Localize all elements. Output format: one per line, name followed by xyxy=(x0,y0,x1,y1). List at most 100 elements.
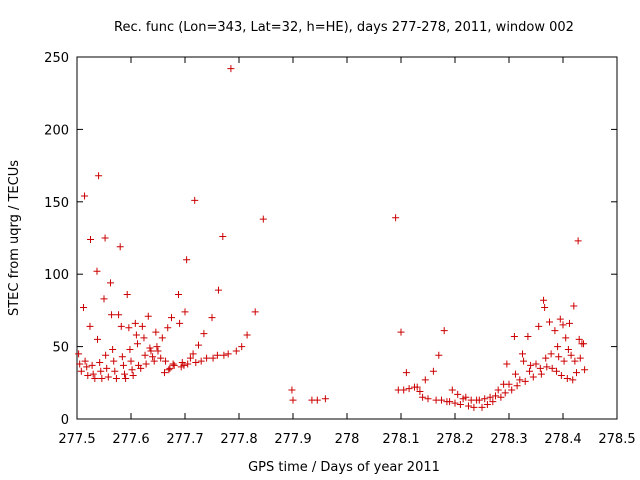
data-point xyxy=(475,396,483,404)
data-point xyxy=(213,351,221,359)
data-point xyxy=(183,256,191,264)
data-point xyxy=(313,396,321,404)
data-point xyxy=(573,369,580,377)
data-point xyxy=(141,351,149,359)
data-point xyxy=(251,308,259,316)
data-point xyxy=(289,396,297,404)
data-point xyxy=(456,401,464,409)
data-point xyxy=(416,387,424,395)
tick-labels: 277.5 277.6 277.7 277.8 277.9 278 278.1 278.2 27… xyxy=(44,51,635,447)
data-point xyxy=(77,367,85,375)
data-point xyxy=(97,367,105,375)
data-point xyxy=(191,196,199,204)
data-point xyxy=(176,319,184,327)
data-point xyxy=(94,335,102,343)
x-tick-label: 278.1 xyxy=(382,432,419,447)
data-point xyxy=(543,363,551,371)
data-point xyxy=(532,360,540,368)
x-tick-label: 277.5 xyxy=(58,432,95,447)
x-tick-label: 278.4 xyxy=(544,432,581,447)
data-point xyxy=(569,376,577,384)
x-axis-label: GPS time / Days of year 2011 xyxy=(248,460,440,475)
data-point xyxy=(540,296,548,304)
data-point xyxy=(521,377,529,385)
data-point xyxy=(76,360,84,368)
data-point xyxy=(392,214,400,222)
data-point xyxy=(483,401,491,409)
data-point xyxy=(400,386,408,394)
data-point xyxy=(127,357,135,365)
x-tick-label: 277.7 xyxy=(166,432,203,447)
data-point xyxy=(503,360,511,368)
data-point xyxy=(486,393,494,401)
data-point xyxy=(505,380,513,388)
data-point xyxy=(118,353,126,361)
data-point xyxy=(165,366,173,374)
data-point xyxy=(413,383,421,391)
data-point xyxy=(511,370,519,378)
data-point xyxy=(189,350,197,358)
data-point xyxy=(224,350,232,358)
data-point xyxy=(100,295,108,303)
data-point xyxy=(462,393,470,401)
data-point xyxy=(492,392,499,400)
data-point xyxy=(89,370,97,378)
data-point xyxy=(542,354,550,362)
data-point xyxy=(501,389,509,397)
x-tick-label: 278.2 xyxy=(436,432,473,447)
data-point xyxy=(214,286,222,294)
data-point xyxy=(158,334,166,342)
data-point xyxy=(556,315,564,323)
data-point xyxy=(524,332,532,340)
data-point xyxy=(195,341,202,349)
data-point xyxy=(88,361,96,369)
data-point xyxy=(129,372,137,380)
x-tick-label: 277.8 xyxy=(220,432,257,447)
data-point xyxy=(175,290,183,298)
data-point xyxy=(481,395,489,403)
data-point xyxy=(109,345,117,353)
data-point xyxy=(570,302,578,310)
data-point xyxy=(209,354,217,362)
data-point xyxy=(101,234,109,242)
data-point xyxy=(551,327,559,335)
data-point xyxy=(84,372,92,380)
data-point xyxy=(238,343,246,351)
data-point xyxy=(117,322,125,330)
data-point xyxy=(581,366,589,374)
data-point xyxy=(142,360,150,368)
data-point xyxy=(168,314,175,322)
data-point xyxy=(81,192,89,200)
data-point xyxy=(119,361,127,369)
data-point xyxy=(108,311,116,319)
data-point xyxy=(170,361,178,369)
data-point xyxy=(435,351,443,359)
data-point xyxy=(526,367,534,375)
data-point xyxy=(451,399,459,407)
data-point xyxy=(125,324,133,332)
data-point xyxy=(446,398,454,406)
data-point xyxy=(150,357,158,365)
data-point xyxy=(519,350,526,358)
data-point xyxy=(227,65,235,73)
data-point xyxy=(438,396,445,404)
data-point xyxy=(243,331,251,339)
data-point xyxy=(200,330,208,338)
data-point xyxy=(478,403,486,411)
data-point xyxy=(83,363,91,371)
data-point xyxy=(197,357,205,365)
data-point xyxy=(106,279,114,287)
x-tick-label: 278.3 xyxy=(490,432,527,447)
data-point xyxy=(111,367,119,375)
data-point xyxy=(166,364,174,372)
data-point xyxy=(259,215,267,223)
data-point xyxy=(192,359,200,367)
data-point xyxy=(489,398,497,406)
data-point xyxy=(547,350,555,358)
data-point xyxy=(180,361,188,369)
y-tick-label: 50 xyxy=(52,341,69,356)
data-point xyxy=(112,374,120,382)
data-point xyxy=(131,319,139,327)
data-point xyxy=(146,344,154,352)
data-point xyxy=(220,351,228,359)
